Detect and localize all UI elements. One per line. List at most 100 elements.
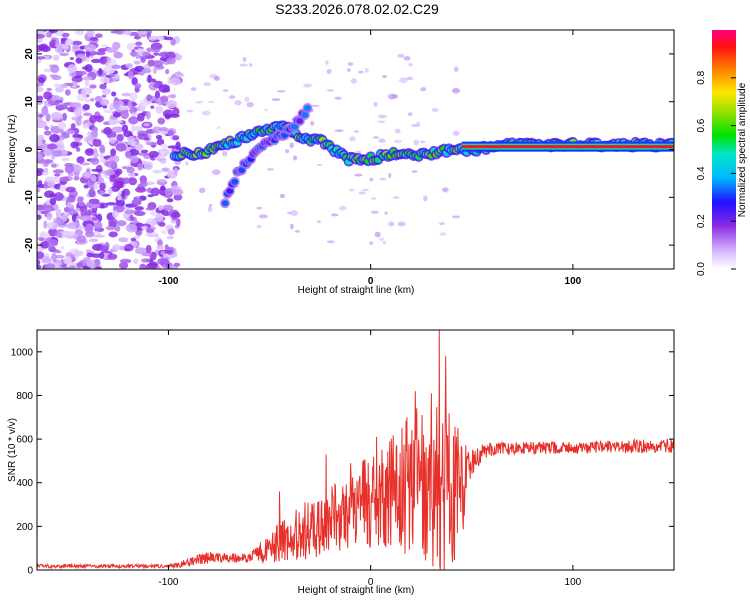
faint-blob (439, 232, 447, 236)
noise-blob (160, 147, 171, 156)
noise-blob (71, 213, 77, 223)
noise-blob (84, 79, 90, 87)
noise-blob (110, 148, 117, 157)
noise-blob (107, 253, 118, 260)
noise-blob (69, 102, 82, 108)
noise-blob (161, 204, 174, 211)
noise-blob (43, 220, 48, 229)
faint-blob (438, 222, 445, 226)
noise-blob (42, 255, 51, 263)
noise-blob (102, 104, 108, 109)
noise-blob (150, 42, 163, 51)
noise-blob (176, 218, 181, 227)
faint-blob (316, 163, 323, 166)
noise-blob (47, 143, 58, 150)
noise-blob (94, 115, 102, 119)
noise-blob (124, 247, 130, 252)
noise-blob (146, 94, 153, 102)
noise-blob (100, 203, 105, 209)
noise-blob (145, 110, 151, 120)
noise-blob (45, 31, 53, 38)
noise-blob (174, 53, 183, 61)
faint-blob (354, 173, 363, 177)
noise-blob (99, 144, 106, 153)
noise-blob (108, 218, 118, 226)
noise-blob (112, 112, 121, 118)
noise-blob (157, 257, 169, 266)
faint-blob (408, 62, 413, 67)
noise-blob (54, 173, 61, 177)
noise-blob (166, 57, 176, 65)
noise-blob (135, 41, 143, 46)
noise-blob (37, 259, 41, 266)
noise-blob (139, 263, 147, 269)
noise-blob (167, 94, 176, 99)
noise-blob (37, 264, 42, 269)
faint-blob (387, 93, 396, 100)
noise-blob (151, 232, 159, 236)
faint-blob (234, 100, 242, 106)
noise-blob (49, 134, 60, 143)
noise-blob (92, 151, 99, 158)
noise-blob (64, 129, 76, 135)
noise-blob (43, 91, 53, 100)
noise-blob (131, 124, 136, 133)
noise-blob (64, 38, 74, 46)
noise-blob (86, 259, 96, 268)
faint-blob (431, 107, 439, 113)
noise-blob (107, 187, 113, 195)
faint-blob (355, 150, 362, 154)
faint-blob (364, 68, 369, 73)
colorbar-tick-label: 0.2 (696, 214, 707, 228)
noise-blob (54, 254, 65, 259)
noise-blob (166, 198, 174, 203)
faint-blob (239, 63, 248, 67)
noise-blob (148, 261, 159, 269)
noise-blob (75, 117, 82, 126)
faint-blob (326, 89, 335, 92)
colorbar-tick-label: 0.4 (696, 166, 707, 180)
faint-blob (326, 240, 335, 244)
noise-blob (127, 172, 136, 178)
noise-blob (145, 244, 152, 254)
faint-blob (310, 104, 320, 107)
noise-blob (154, 90, 161, 100)
faint-blob (290, 223, 294, 230)
noise-blob (141, 51, 151, 56)
noise-blob (137, 112, 145, 122)
noise-blob (50, 163, 57, 168)
noise-blob (84, 148, 95, 156)
noise-blob (134, 197, 142, 203)
noise-blob (111, 91, 117, 97)
noise-blob (133, 210, 146, 216)
band-core (461, 145, 674, 149)
noise-blob (156, 245, 164, 250)
faint-blob (441, 187, 449, 193)
faint-blob (369, 177, 374, 182)
noise-blob (50, 112, 63, 121)
spectrogram-heatmap (37, 30, 674, 269)
noise-blob (99, 153, 104, 158)
noise-blob (84, 64, 93, 73)
colorbar: 0.0 0.2 0.4 0.6 0.8 Normalized spectral ampl… (696, 30, 748, 276)
faint-blob (382, 240, 387, 245)
noise-blob (76, 262, 83, 268)
noise-blob (159, 95, 169, 102)
snr-series-line (37, 330, 674, 570)
noise-blob (61, 157, 70, 161)
noise-blob (131, 77, 138, 86)
faint-blob (413, 139, 419, 146)
spectrogram-ytick-label: 0 (24, 146, 35, 152)
noise-blob (118, 105, 129, 111)
faint-blob (316, 220, 321, 224)
noise-blob (173, 262, 181, 267)
faint-blob (289, 142, 294, 149)
noise-blob (90, 58, 102, 64)
noise-blob (61, 231, 67, 239)
noise-blob (170, 77, 182, 86)
noise-blob (134, 186, 147, 193)
faint-blob (221, 150, 228, 157)
noise-blob (90, 168, 103, 172)
